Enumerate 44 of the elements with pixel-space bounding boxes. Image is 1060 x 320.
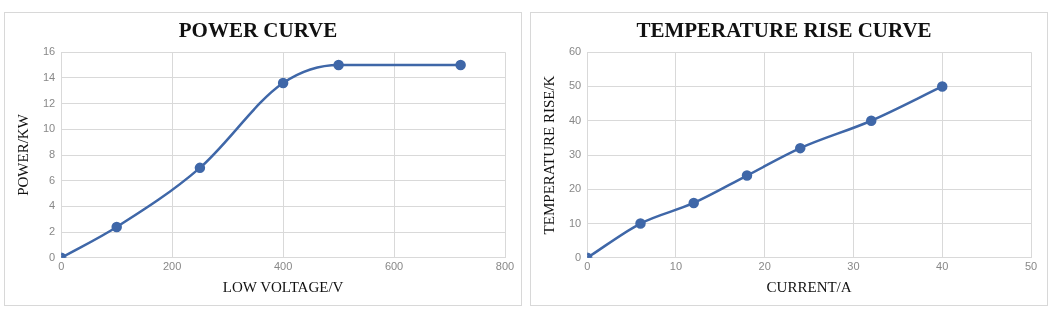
y-tick-label: 50 [568,79,582,92]
y-tick-label: 10 [568,216,582,229]
x-tick-label: 0 [584,260,591,273]
point [866,115,877,126]
point [455,59,466,71]
y-axis-title: POWER/KW [14,113,31,196]
y-tick-label: 6 [49,173,56,186]
point [937,81,948,92]
x-tick-label: 50 [1024,260,1038,273]
chart-title: TEMPERATURE RISE CURVE [636,18,932,43]
y-tick-label: 0 [49,250,56,263]
x-tick-label: 600 [384,260,404,273]
y-tick-label: 10 [42,122,56,135]
y-tick-label: 4 [49,199,56,212]
y-tick-label: 16 [42,45,56,58]
x-tick-label: 400 [273,260,293,273]
y-tick-label: 8 [49,148,56,161]
point [635,218,646,229]
y-tick-label: 14 [42,70,56,83]
y-tick-label: 20 [568,182,582,195]
x-tick-label: 800 [495,260,515,273]
x-axis-title: LOW VOLTAGE/V [222,278,344,295]
x-tick-label: 40 [936,260,949,273]
x-tick-label: 200 [163,260,182,273]
y-tick-label: 30 [568,148,582,161]
y-axis-title: TEMPERATURE RISE/K [540,75,557,235]
point [333,59,344,71]
y-tick-label: 60 [568,45,582,58]
point [741,170,753,181]
point [194,162,206,174]
y-tick-label: 0 [575,250,582,263]
y-tick-label: 40 [568,113,582,126]
point [794,142,806,154]
chart-title: POWER CURVE [178,18,338,43]
x-tick-label: 0 [58,260,65,273]
point [111,221,122,233]
x-tick-label: 30 [847,260,860,273]
point [688,197,699,209]
point [277,77,289,89]
y-tick-label: 2 [49,225,56,238]
x-tick-label: 20 [758,260,771,273]
y-tick-label: 12 [42,96,56,109]
x-tick-label: 10 [669,260,683,273]
x-axis-title: CURRENT/A [766,278,852,295]
